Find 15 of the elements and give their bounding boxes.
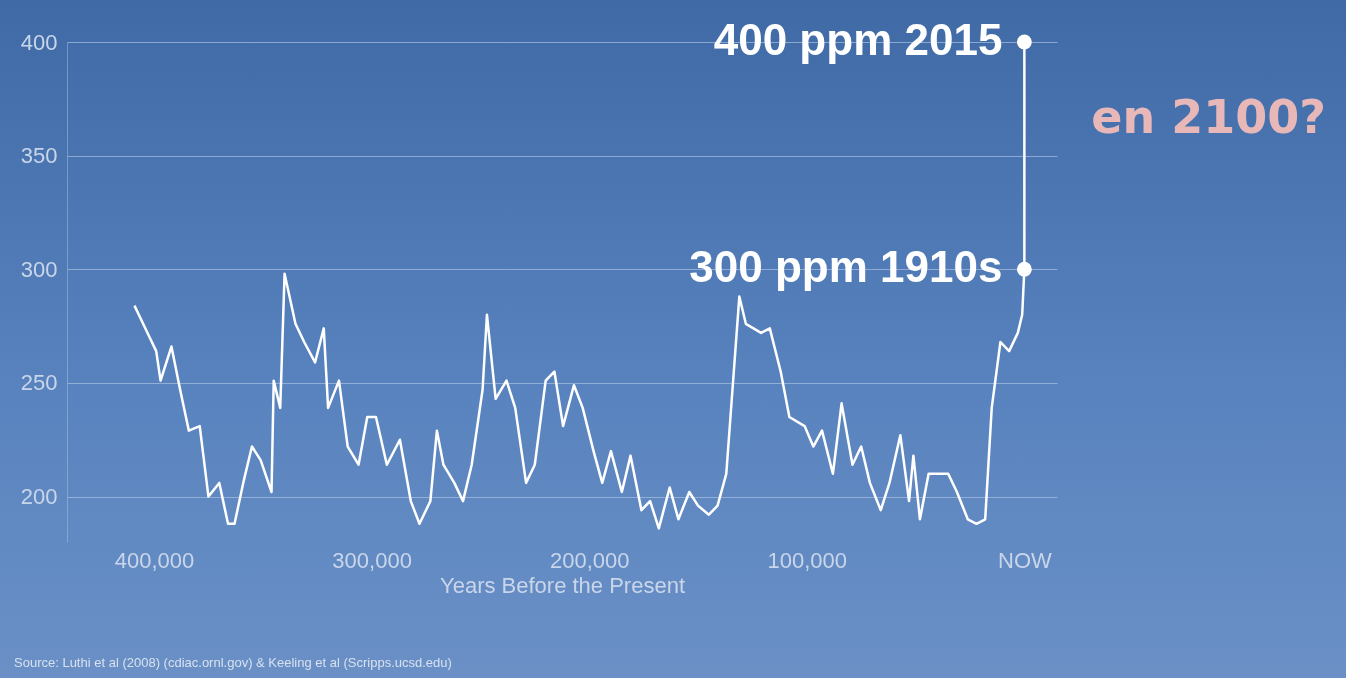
x-tick-label: 200,000 — [549, 547, 630, 573]
x-axis-title: Years Before the Present — [439, 572, 686, 598]
y-tick-label: 300 — [20, 256, 58, 282]
text: en 2100? — [1091, 90, 1326, 144]
y-tick-label: 400 — [20, 29, 58, 55]
x-tick-label: NOW — [997, 547, 1052, 573]
y-tick-label: 250 — [20, 370, 58, 396]
y-tick-label: 200 — [20, 484, 58, 510]
x-tick-label: 100,000 — [767, 547, 848, 573]
y-tick-label: 350 — [20, 143, 58, 169]
annotation: 300 ppm 1910s — [689, 242, 1003, 292]
x-tick-label: 300,000 — [332, 547, 412, 573]
annotation: 400 ppm 2015 — [713, 15, 1003, 64]
x-tick-label: 400,000 — [114, 547, 195, 573]
source-note: Source: Luthi et al (2008) (cdiac.ornl.gov) & Keeling et al (Scripps.ucsd.edu) — [14, 655, 452, 670]
